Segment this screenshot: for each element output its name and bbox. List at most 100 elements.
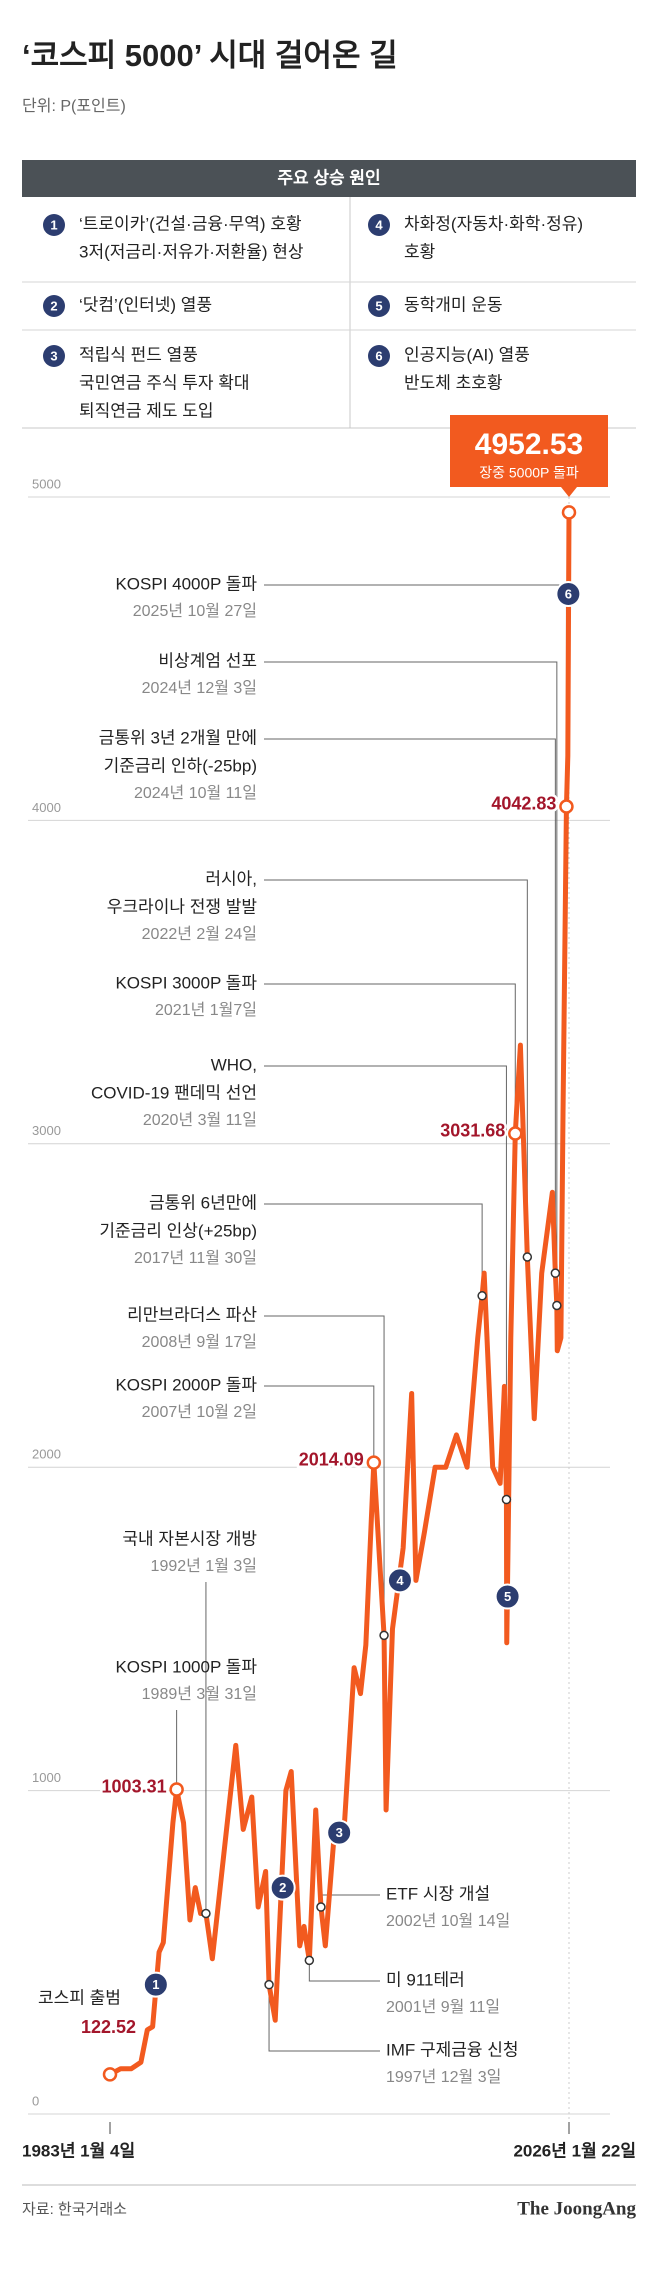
reason-marker-label: 2 (279, 1880, 286, 1895)
event-label: IMF 구제금융 신청 (386, 2040, 519, 2059)
y-tick-label: 0 (32, 2093, 39, 2108)
value-label: 3031.68 (440, 1120, 505, 1140)
event-point (477, 1291, 487, 1301)
event-date: 2024년 10월 11일 (134, 784, 257, 802)
event-label: 비상계엄 선포 (158, 651, 257, 670)
event-label: KOSPI 2000P 돌파 (115, 1375, 257, 1394)
event-label: 기준금리 인하(-25bp) (104, 756, 257, 775)
reason-marker-label: 4 (396, 1573, 404, 1588)
reason-text: 호황 (404, 242, 435, 261)
event-date: 2001년 9월 11일 (386, 1998, 500, 2016)
event-date: 1992년 1월 3일 (151, 1557, 257, 1575)
event-label: ETF 시장 개설 (386, 1884, 490, 1903)
reason-text: 동학개미 운동 (404, 295, 503, 314)
reason-number: 2 (50, 298, 57, 313)
brand: The JoongAng (517, 2198, 636, 2219)
event-label: 국내 자본시장 개방 (122, 1529, 257, 1548)
reason-number: 4 (375, 217, 383, 232)
connector (308, 1960, 380, 1982)
event-point (201, 1908, 211, 1919)
event-label: 코스피 출범 (38, 1988, 121, 2007)
event-point (102, 2067, 118, 2082)
reason-badge (43, 295, 65, 317)
reason-marker (269, 1874, 296, 1901)
reason-text: 퇴직연금 제도 도입 (79, 401, 214, 420)
event-label: 우크라이나 전쟁 발발 (107, 897, 258, 916)
event-label: KOSPI 3000P 돌파 (115, 973, 257, 992)
event-label: WHO, (211, 1055, 257, 1074)
reason-badge (368, 214, 390, 236)
reason-text: 적립식 펀드 열풍 (79, 345, 198, 364)
x-tick-label: 2026년 1월 22일 (513, 2141, 636, 2160)
reason-badge (43, 345, 65, 367)
event-label: 금통위 6년만에 (149, 1193, 257, 1212)
event-label: KOSPI 4000P 돌파 (115, 574, 257, 593)
reasons-title: 주요 상승 원인 (277, 168, 380, 187)
event-point (508, 1126, 523, 1141)
x-tick-label: 1983년 1월 4일 (22, 2141, 135, 2160)
reason-text: 인공지능(AI) 열풍 (404, 345, 530, 364)
connector (264, 879, 528, 1257)
reason-badge (43, 214, 65, 236)
reason-marker (326, 1819, 353, 1846)
source: 자료: 한국거래소 (22, 2201, 127, 2218)
value-label: 1003.31 (102, 1776, 167, 1796)
reason-number: 1 (50, 217, 57, 232)
y-tick-label: 3000 (32, 1123, 61, 1138)
reason-marker (142, 1971, 169, 1998)
chart-title: ‘코스피 5000’ 시대 걸어온 길 (22, 38, 398, 73)
event-label: 기준금리 인상(+25bp) (99, 1221, 257, 1240)
event-date: 2021년 1월7일 (155, 1001, 257, 1019)
event-label: KOSPI 1000P 돌파 (115, 1657, 257, 1676)
connector (264, 1385, 375, 1463)
reason-marker (386, 1567, 413, 1594)
event-point (501, 1494, 512, 1505)
event-point (550, 1268, 561, 1278)
event-date: 2020년 3월 11일 (143, 1111, 257, 1129)
reason-number: 3 (50, 348, 57, 363)
reason-marker (555, 581, 582, 608)
y-tick-label: 1000 (32, 1770, 61, 1785)
reason-text: 3저(저금리·저유가·저환율) 현상 (79, 242, 304, 261)
reason-marker-label: 3 (336, 1825, 343, 1840)
reason-text: ‘트로이카’(건설·금융·무역) 호황 (79, 214, 302, 233)
event-point (522, 1252, 533, 1262)
reason-text: 국민연금 주식 투자 확대 (79, 373, 250, 392)
event-date: 2007년 10월 2일 (142, 1403, 257, 1421)
y-tick-label: 4000 (32, 800, 61, 815)
event-date: 2008년 9월 17일 (142, 1333, 257, 1351)
reason-text: ‘닷컴’(인터넷) 열풍 (79, 295, 212, 314)
connector (264, 1315, 385, 1636)
index-line (107, 509, 572, 2077)
reason-marker (494, 1583, 521, 1610)
reason-badge (368, 345, 390, 367)
event-date: 1989년 3월 31일 (142, 1685, 257, 1703)
event-point (559, 799, 574, 814)
event-point (379, 1630, 389, 1641)
connector (264, 1203, 483, 1296)
event-point (316, 1902, 326, 1912)
reason-number: 5 (375, 298, 382, 313)
event-label: 리만브라더스 파산 (127, 1305, 257, 1324)
connector (264, 1065, 507, 1500)
connector (264, 983, 516, 1134)
event-label: 러시아, (205, 869, 257, 888)
reasons-header (22, 160, 636, 197)
event-point (169, 1782, 184, 1797)
y-tick-label: 5000 (32, 476, 61, 491)
event-label: COVID-19 팬데믹 선언 (91, 1083, 257, 1102)
chart-subtitle: 단위: P(포인트) (22, 97, 126, 115)
reason-marker-label: 1 (152, 1977, 159, 1992)
reason-number: 6 (375, 348, 382, 363)
event-point (552, 1300, 562, 1311)
event-label: 금통위 3년 2개월 만에 (99, 728, 257, 747)
value-label: 122.52 (81, 2017, 136, 2037)
connector (264, 661, 558, 1306)
callout-box (450, 415, 608, 497)
event-date: 2017년 11월 30일 (134, 1249, 257, 1267)
reason-marker-label: 5 (504, 1589, 511, 1604)
event-date: 1997년 12월 3일 (386, 2068, 501, 2086)
